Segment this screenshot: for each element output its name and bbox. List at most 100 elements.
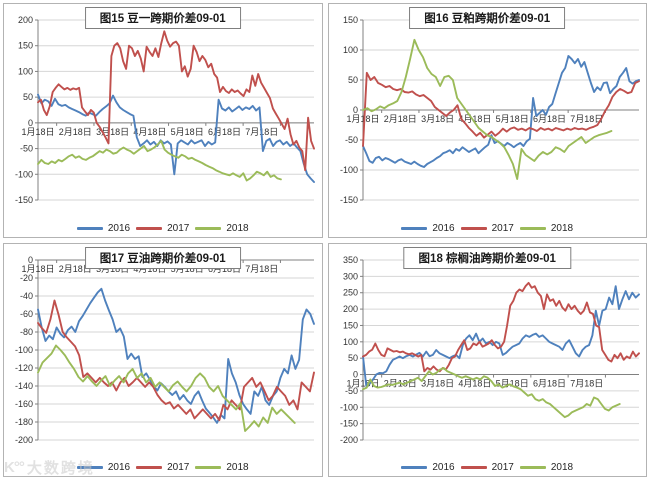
legend-item-2016: 2016	[401, 462, 455, 473]
chart-title: 图17 豆油跨期价差09-01	[84, 246, 241, 269]
legend-label: 2017	[167, 222, 190, 234]
line-chart-soymeal: -150 -100 -50 0 50 100 150 1月18日 2月18日 3月18日 4月18日…	[339, 15, 640, 205]
legend-line-2017-swatch	[136, 226, 163, 230]
legend-line-2018-swatch	[519, 466, 546, 469]
svg-text:100: 100	[342, 336, 357, 346]
legend-label: 2017	[491, 222, 514, 234]
svg-text:5月18日: 5月18日	[171, 264, 204, 274]
legend-line-2018-swatch	[519, 226, 546, 230]
legend-label: 2016	[107, 222, 131, 234]
svg-text:-140: -140	[15, 381, 33, 391]
svg-text:3月18日: 3月18日	[96, 264, 129, 274]
svg-text:4月18日: 4月18日	[458, 378, 491, 388]
svg-text:1月18日: 1月18日	[21, 264, 54, 274]
legend-line-2017-swatch	[136, 466, 163, 469]
svg-text:350: 350	[342, 255, 357, 265]
svg-text:6月18日: 6月18日	[532, 378, 565, 388]
chart-title: 图16 豆粕跨期价差09-01	[409, 7, 566, 29]
chart-legend: 2016 2017 2018	[4, 462, 322, 473]
svg-text:4月18日: 4月18日	[133, 264, 166, 274]
chart-panel-palmoil: 图18 棕榈油跨期价差09-01 -200 -150 -100 -50 0 50 100 15…	[327, 242, 647, 477]
svg-text:-160: -160	[15, 399, 33, 409]
svg-text:6月18日: 6月18日	[208, 127, 241, 137]
svg-text:0: 0	[28, 118, 33, 128]
svg-text:100: 100	[342, 45, 357, 55]
legend-line-2017-swatch	[460, 466, 487, 469]
chart-panel-soybean1: 图15 豆一跨期价差09-01 -150 -100 -50 0 50 100 150 200 1…	[3, 3, 323, 238]
svg-text:7月18日: 7月18日	[570, 114, 603, 124]
svg-text:50: 50	[23, 92, 33, 102]
svg-text:2月18日: 2月18日	[59, 127, 92, 137]
legend-item-2017: 2017	[136, 462, 189, 473]
svg-text:5月18日: 5月18日	[171, 127, 204, 137]
svg-text:50: 50	[347, 353, 357, 363]
svg-text:4月18日: 4月18日	[458, 114, 491, 124]
svg-text:200: 200	[342, 304, 357, 314]
svg-text:150: 150	[342, 320, 357, 330]
legend-label: 2018	[550, 462, 574, 473]
svg-text:-100: -100	[15, 169, 33, 179]
line-chart-soyoil: -200-180-160-140-120-100-80-60-40-2001月1…	[15, 255, 315, 445]
svg-text:7月18日: 7月18日	[245, 264, 278, 274]
legend-line-2016-swatch	[401, 226, 428, 230]
svg-text:-50: -50	[344, 135, 357, 145]
svg-text:2月18日: 2月18日	[59, 264, 92, 274]
svg-text:0: 0	[352, 369, 357, 379]
svg-text:-180: -180	[15, 417, 33, 427]
svg-text:6月18日: 6月18日	[532, 114, 565, 124]
legend-line-2016-swatch	[401, 466, 428, 469]
svg-text:4月18日: 4月18日	[133, 127, 166, 137]
svg-text:-100: -100	[339, 402, 357, 412]
legend-line-2016-swatch	[76, 466, 103, 469]
svg-text:-200: -200	[15, 435, 33, 445]
chart-title: 图18 棕榈油跨期价差09-01	[403, 246, 571, 269]
legend-item-2018: 2018	[195, 462, 249, 473]
svg-text:-60: -60	[20, 309, 33, 319]
svg-text:-20: -20	[20, 273, 33, 283]
svg-text:1月18日: 1月18日	[21, 127, 54, 137]
svg-text:-40: -40	[20, 291, 33, 301]
svg-text:3月18日: 3月18日	[421, 378, 454, 388]
legend-label: 2018	[550, 222, 574, 234]
legend-label: 2016	[432, 222, 455, 234]
legend-label: 2018	[226, 462, 249, 473]
legend-item-2018: 2018	[195, 222, 249, 234]
svg-text:150: 150	[342, 15, 357, 25]
legend-label: 2016	[107, 462, 131, 473]
legend-line-2016-swatch	[76, 226, 103, 230]
legend-label: 2017	[491, 462, 514, 473]
chart-legend: 2016 2017 2018	[329, 462, 647, 473]
svg-text:300: 300	[342, 271, 357, 281]
chart-legend: 2016 2017 2018	[4, 223, 322, 234]
svg-text:6月18日: 6月18日	[208, 264, 241, 274]
legend-item-2016: 2016	[401, 222, 455, 234]
svg-text:-150: -150	[339, 418, 357, 428]
line-chart-soybean1: -150 -100 -50 0 50 100 150 200 1月18日 2月18日 3月18日 4月…	[15, 15, 315, 205]
legend-item-2017: 2017	[460, 462, 514, 473]
legend-item-2018: 2018	[519, 222, 574, 234]
svg-text:-50: -50	[20, 144, 33, 154]
legend-label: 2018	[226, 222, 249, 234]
svg-text:-100: -100	[339, 165, 357, 175]
svg-text:50: 50	[347, 75, 357, 85]
legend-item-2017: 2017	[136, 223, 189, 234]
svg-text:100: 100	[18, 66, 33, 76]
chart-legend: 2016 2017 2018	[329, 223, 647, 234]
chart-title: 图15 豆一跨期价差09-01	[84, 7, 241, 29]
svg-text:5月18日: 5月18日	[495, 114, 528, 124]
svg-text:0: 0	[352, 105, 357, 115]
svg-text:3月18日: 3月18日	[96, 127, 129, 137]
svg-text:-80: -80	[20, 327, 33, 337]
chart-panel-soymeal: 图16 豆粕跨期价差09-01 -150 -100 -50 0 50 100 150 1月18…	[327, 3, 647, 238]
svg-text:-120: -120	[15, 363, 33, 373]
legend-label: 2017	[167, 462, 190, 473]
legend-label: 2016	[432, 462, 455, 473]
legend-item-2017: 2017	[460, 222, 514, 234]
svg-text:-50: -50	[344, 385, 357, 395]
line-chart-palmoil: -200 -150 -100 -50 0 50 100 150 200 250 300 350 1月18…	[339, 255, 640, 445]
svg-text:3月18日: 3月18日	[421, 114, 454, 124]
legend-line-2018-swatch	[195, 466, 222, 469]
svg-text:5月18日: 5月18日	[495, 378, 528, 388]
svg-text:0: 0	[28, 255, 33, 265]
